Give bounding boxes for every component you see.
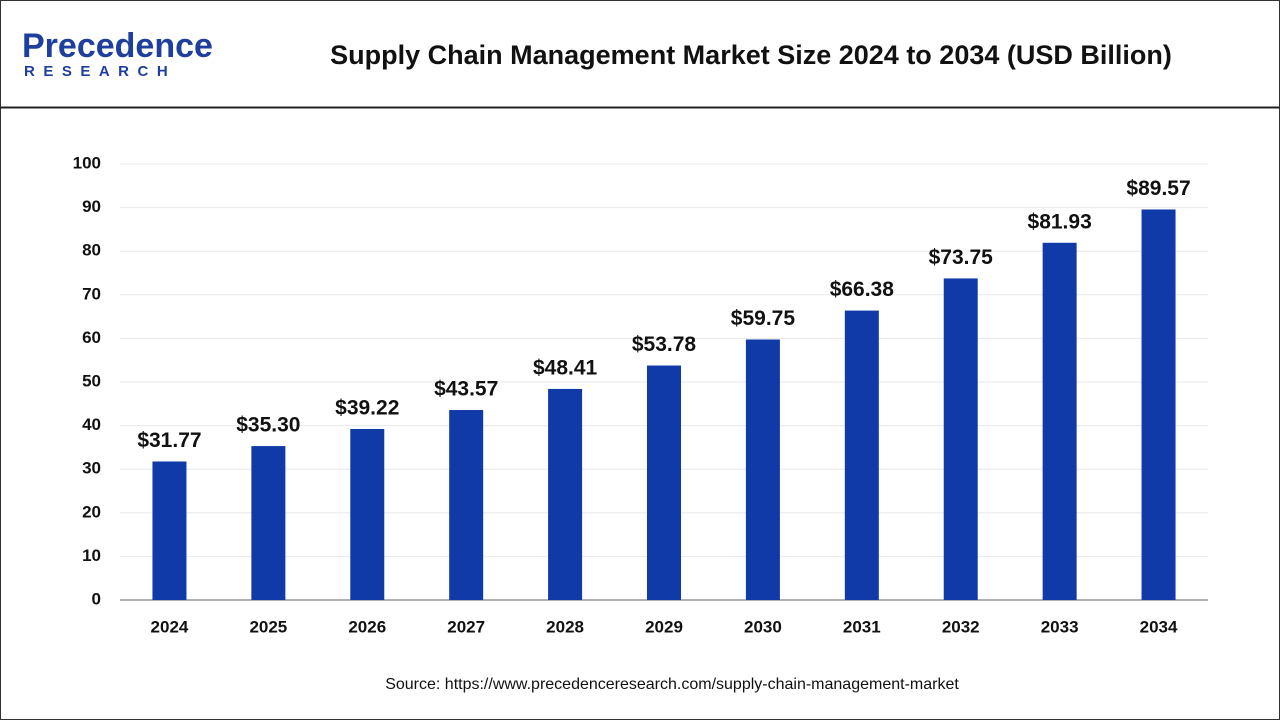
- x-tick-label: 2027: [447, 617, 485, 636]
- y-tick-label: 100: [73, 153, 101, 172]
- logo-main: Precedence: [22, 27, 213, 65]
- x-tick-label: 2026: [348, 617, 386, 636]
- x-tick-label: 2030: [744, 617, 782, 636]
- x-tick-label: 2033: [1041, 617, 1079, 636]
- value-label: $31.77: [137, 429, 201, 452]
- x-tick-label: 2028: [546, 617, 584, 636]
- y-tick-label: 10: [82, 546, 101, 565]
- y-tick-label: 50: [82, 371, 101, 390]
- value-label: $66.38: [830, 278, 895, 301]
- bar: [1141, 209, 1176, 600]
- source-note: Source: https://www.precedenceresearch.c…: [385, 676, 959, 693]
- value-label: $48.41: [533, 356, 598, 379]
- value-label: $81.93: [1028, 210, 1092, 233]
- value-label: $59.75: [731, 307, 796, 330]
- bar: [647, 365, 681, 600]
- bar: [350, 429, 385, 600]
- bar: [152, 461, 187, 600]
- value-label: $43.57: [434, 378, 498, 401]
- value-label: $73.75: [929, 246, 994, 269]
- x-tick-label: 2032: [942, 617, 980, 636]
- y-tick-label: 40: [82, 415, 101, 434]
- y-tick-label: 90: [82, 197, 101, 216]
- y-tick-label: 0: [92, 589, 101, 608]
- x-tick-label: 2025: [249, 617, 287, 636]
- x-tick-label: 2034: [1140, 617, 1178, 636]
- bar: [548, 388, 583, 600]
- value-label: $89.57: [1126, 177, 1190, 200]
- bar: [844, 310, 879, 600]
- bar: [449, 410, 484, 600]
- y-tick-label: 60: [82, 328, 101, 347]
- value-label: $53.78: [632, 333, 697, 356]
- y-tick-label: 70: [82, 284, 101, 303]
- bar: [745, 339, 780, 600]
- y-tick-label: 80: [82, 241, 101, 260]
- y-tick-label: 20: [82, 502, 101, 521]
- bar: [251, 446, 286, 600]
- y-tick-label: 30: [82, 459, 101, 478]
- x-tick-label: 2031: [843, 617, 881, 636]
- value-label: $35.30: [236, 414, 300, 437]
- bar: [943, 278, 978, 600]
- logo-sub: RESEARCH: [24, 63, 176, 80]
- value-label: $39.22: [335, 397, 399, 420]
- x-tick-label: 2024: [151, 617, 189, 636]
- x-tick-label: 2029: [645, 617, 683, 636]
- bar: [1042, 242, 1077, 600]
- chart-title: Supply Chain Management Market Size 2024…: [330, 40, 1172, 70]
